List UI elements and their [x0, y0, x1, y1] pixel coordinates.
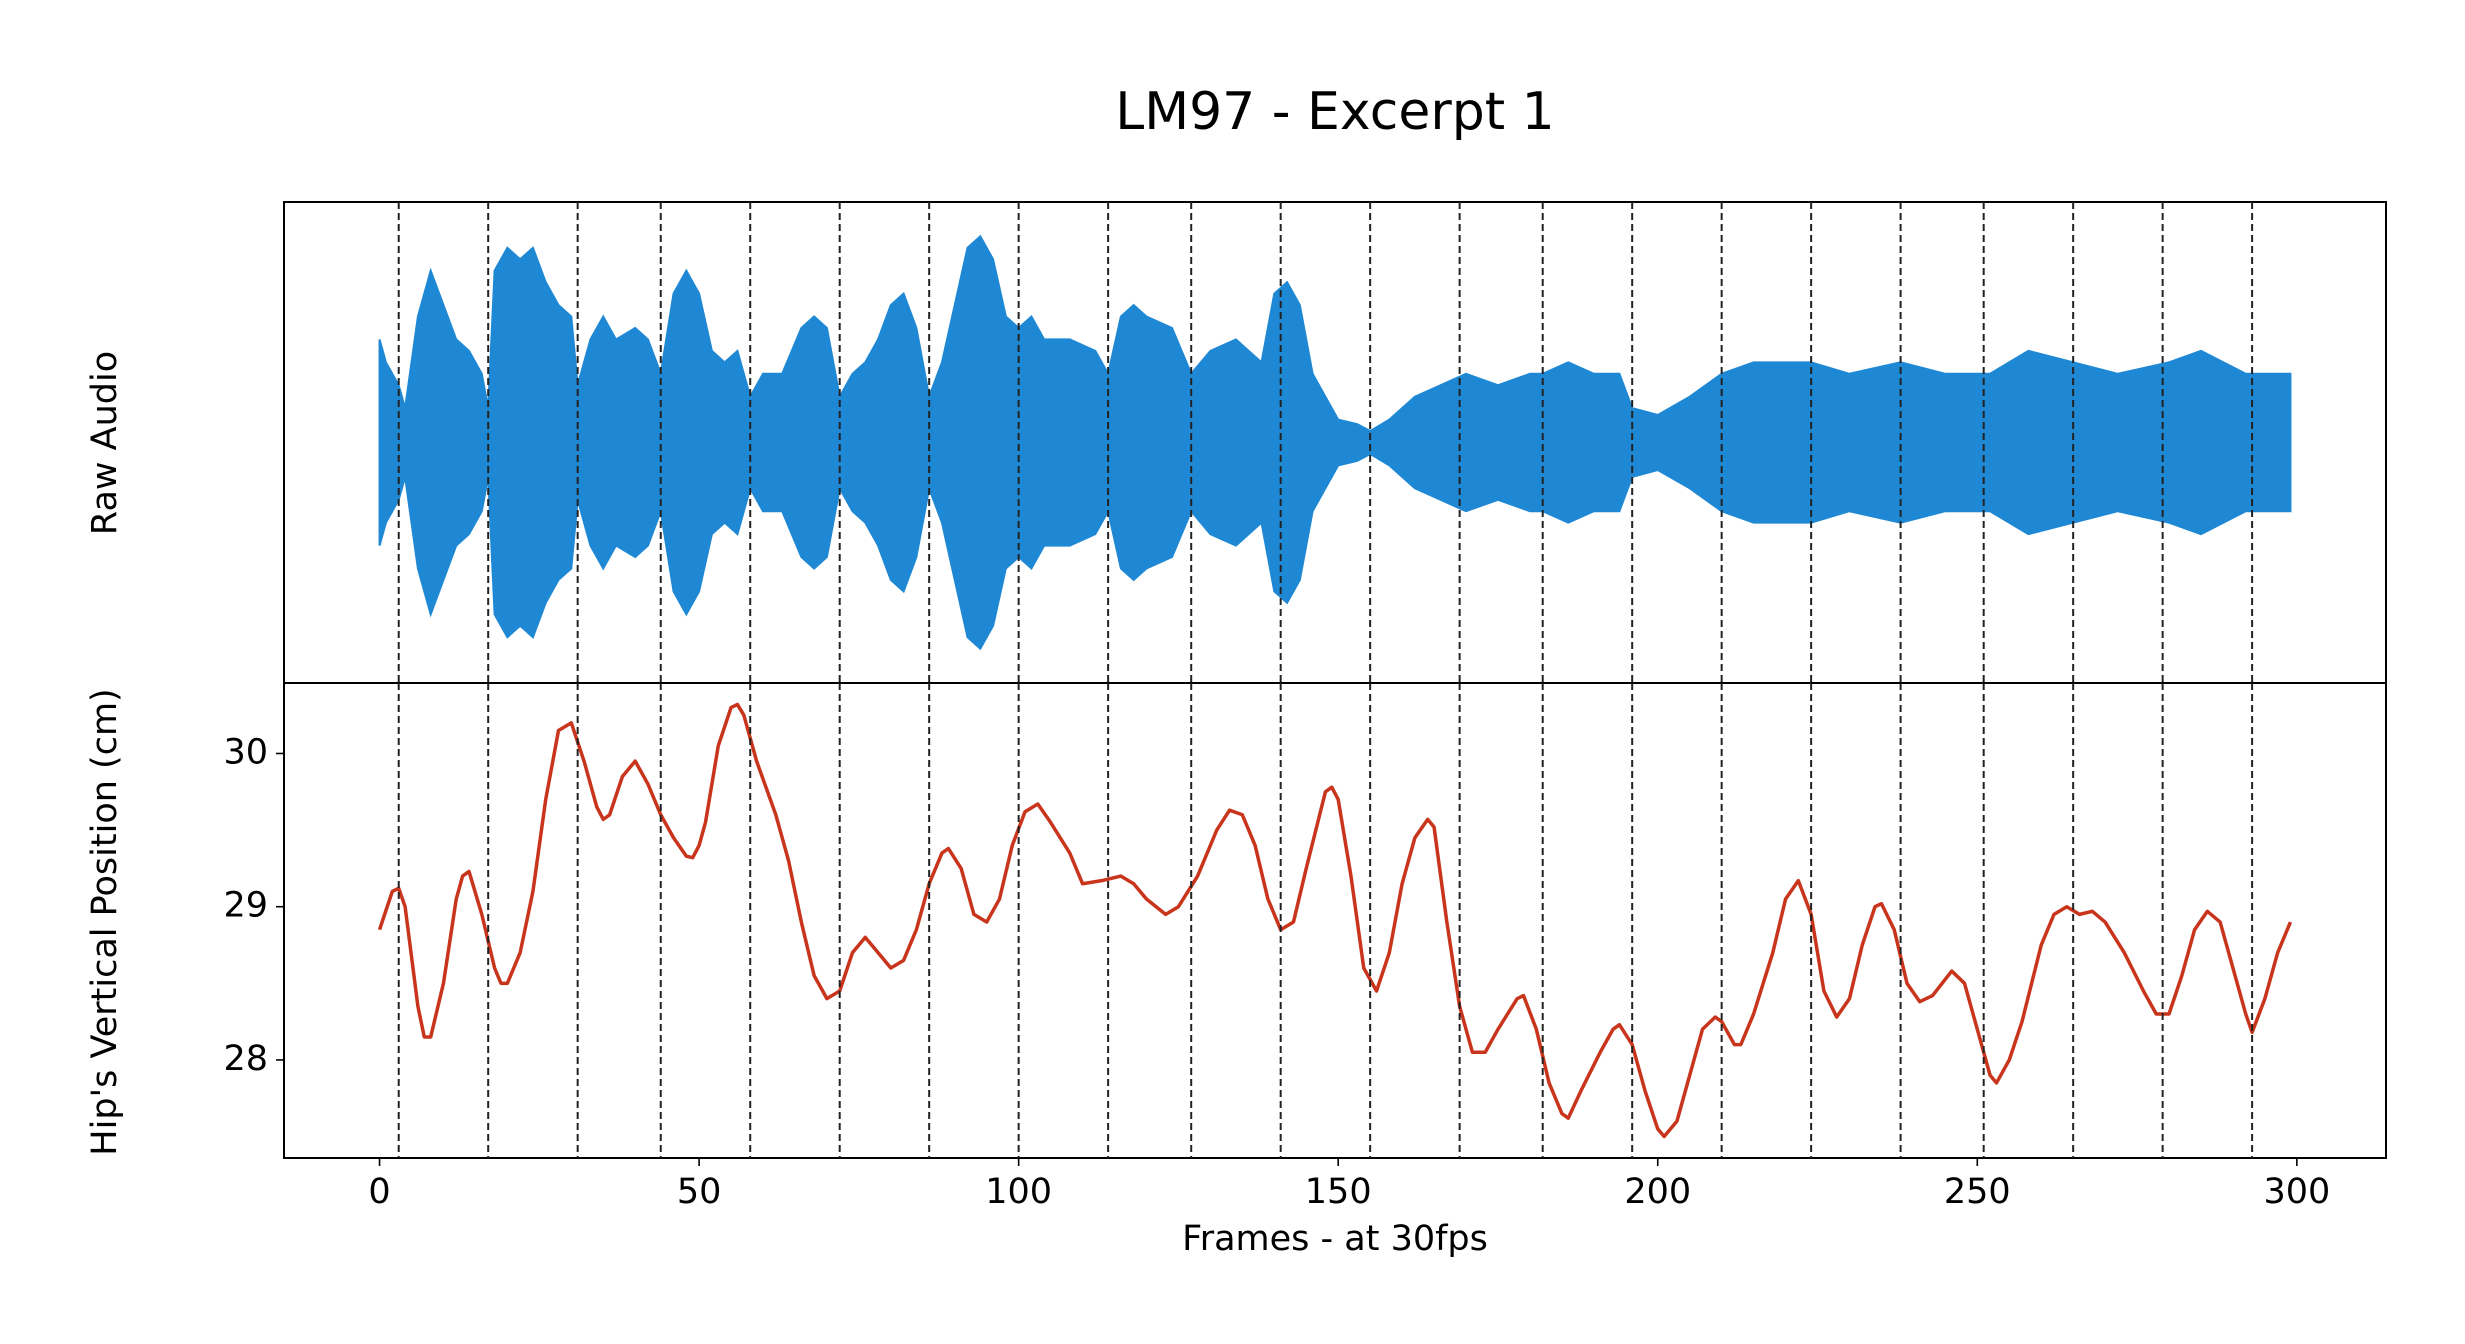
y-tick-label: 29 — [223, 886, 268, 926]
plot-frame — [283, 682, 2387, 1159]
audio-envelope — [378, 234, 2292, 651]
x-axis-label: Frames - at 30fps — [1182, 1219, 1488, 1259]
x-tick-label: 50 — [677, 1172, 722, 1212]
x-tick-label: 0 — [368, 1172, 390, 1212]
y-tick-label: 30 — [223, 732, 268, 772]
hip-line — [377, 702, 2293, 1139]
y-axis-label: Raw Audio — [85, 351, 125, 535]
x-tick-label: 100 — [985, 1172, 1052, 1212]
x-tick-label: 250 — [1944, 1172, 2011, 1212]
y-tick-label: 28 — [223, 1039, 268, 1079]
x-tick-label: 200 — [1624, 1172, 1691, 1212]
y-axis-label: Hip's Vertical Position (cm) — [85, 688, 125, 1155]
chart-title: LM97 - Excerpt 1 — [1115, 82, 1555, 142]
x-tick-label: 300 — [2263, 1172, 2330, 1212]
x-tick-label: 150 — [1305, 1172, 1372, 1212]
